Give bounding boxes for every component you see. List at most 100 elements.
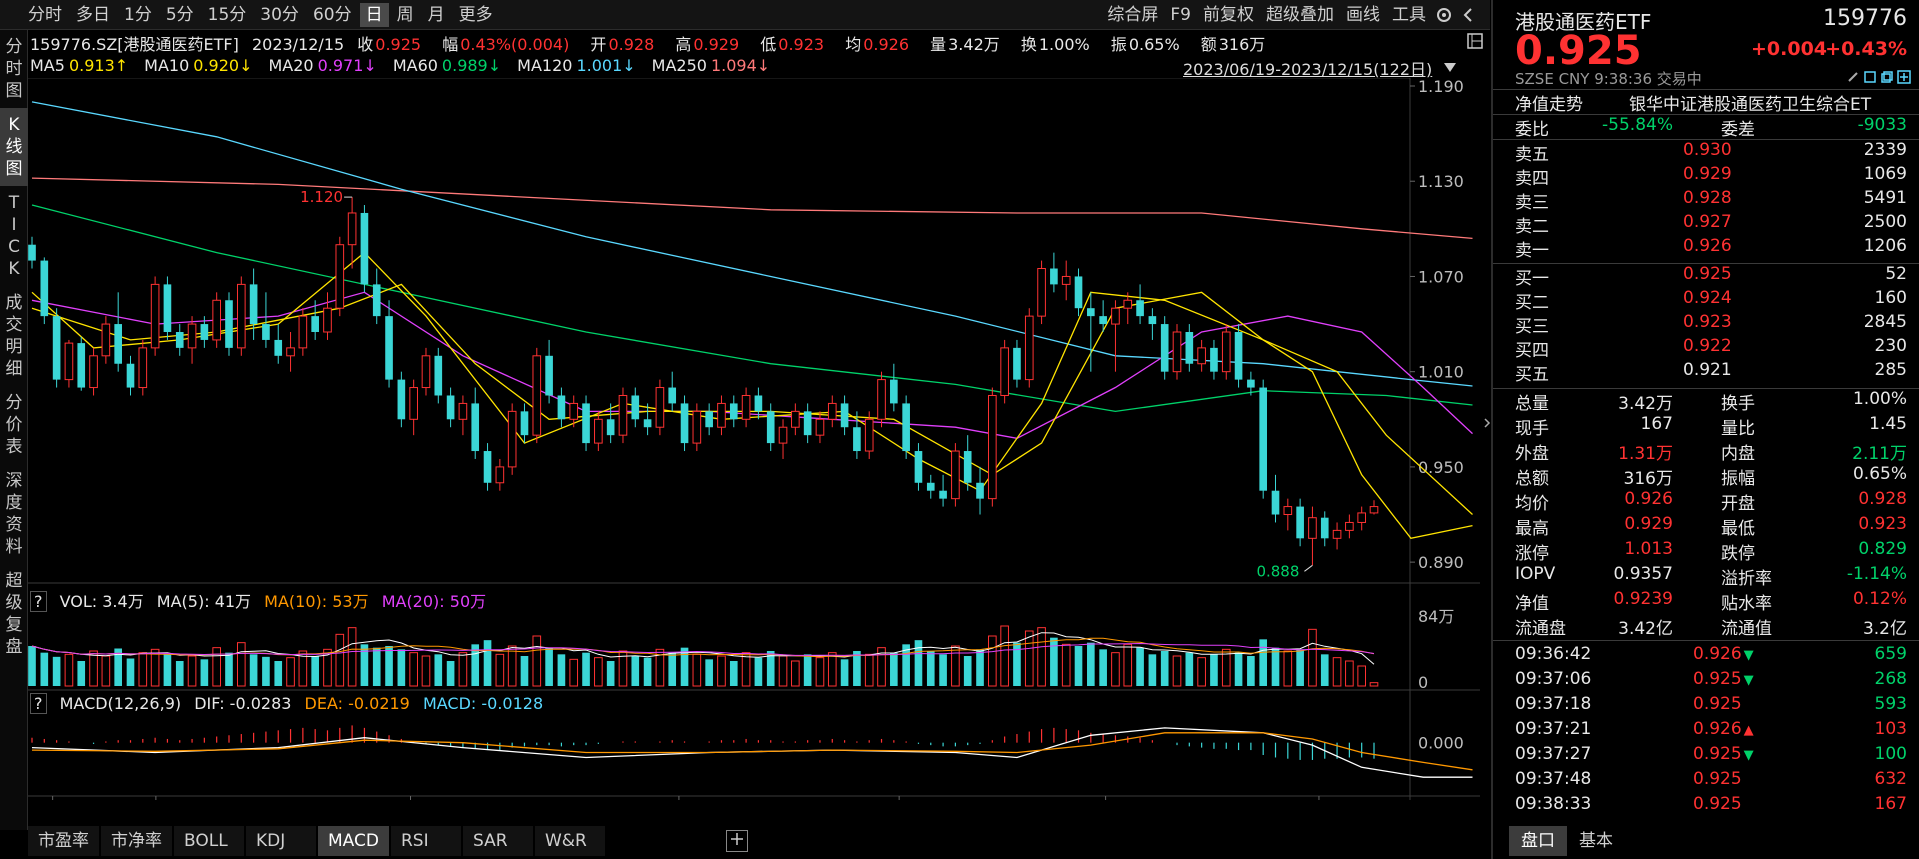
expand-icon[interactable] [1863, 70, 1877, 88]
candlestick[interactable] [1037, 260, 1046, 325]
left-tab[interactable]: 成交明细 [5, 293, 23, 379]
panel-tab[interactable]: 盘口 [1509, 826, 1567, 856]
left-tab[interactable]: 分时图 [5, 37, 23, 101]
candlestick[interactable] [1172, 324, 1182, 380]
candlestick[interactable] [1271, 474, 1280, 523]
tool-draw-line[interactable]: 画线 [1346, 5, 1380, 25]
candlestick[interactable] [1024, 308, 1034, 388]
candlestick[interactable] [803, 403, 812, 444]
candlestick[interactable] [1210, 339, 1218, 380]
candlestick[interactable] [668, 371, 677, 412]
candlestick[interactable] [877, 371, 886, 428]
candlestick[interactable] [1283, 498, 1293, 531]
plus-icon[interactable] [1897, 70, 1911, 88]
candlestick[interactable] [520, 403, 529, 444]
candlestick[interactable] [1369, 500, 1379, 515]
candlestick[interactable] [126, 355, 135, 396]
candlestick[interactable] [680, 395, 689, 452]
candlestick[interactable] [1320, 511, 1329, 547]
panel-layout-icon[interactable] [1466, 32, 1484, 54]
candlestick[interactable] [397, 371, 406, 428]
panel-tab[interactable]: 基本 [1579, 831, 1613, 851]
candlestick[interactable] [532, 347, 542, 444]
left-tab[interactable]: 超级复盘 [5, 571, 23, 657]
candlestick[interactable] [28, 236, 36, 269]
candlestick[interactable] [545, 339, 553, 404]
candlestick[interactable] [1160, 316, 1169, 380]
candlestick[interactable] [939, 474, 947, 507]
candlestick[interactable] [1111, 300, 1120, 372]
candlestick[interactable] [729, 395, 738, 428]
candlestick[interactable] [458, 395, 468, 436]
candlestick[interactable] [1099, 300, 1107, 332]
candlestick[interactable] [262, 292, 270, 348]
edit-icon[interactable] [1846, 70, 1860, 88]
help-icon[interactable]: ? [30, 591, 47, 612]
tool-tools[interactable]: 工具 [1392, 5, 1426, 25]
candlestick[interactable] [902, 395, 910, 459]
indicator-tab[interactable]: MACD [318, 826, 389, 856]
candlestick[interactable] [335, 236, 345, 317]
candlestick[interactable] [1308, 506, 1317, 566]
candlestick[interactable] [175, 324, 184, 356]
candlestick[interactable] [1123, 292, 1133, 325]
gear-icon[interactable] [1432, 3, 1456, 27]
candlestick[interactable] [77, 336, 86, 391]
date-range[interactable]: 2023/06/19-2023/12/15(122日) [1183, 60, 1433, 79]
candlestick[interactable] [40, 257, 49, 325]
candlestick[interactable] [643, 403, 652, 436]
period-tab[interactable]: 60分 [312, 5, 352, 25]
candlestick[interactable] [114, 292, 123, 372]
restore-icon[interactable] [1880, 70, 1894, 88]
candlestick[interactable] [311, 300, 319, 340]
candlestick[interactable] [286, 332, 295, 372]
period-tab[interactable]: 分时 [28, 5, 62, 25]
add-indicator-icon[interactable] [726, 830, 748, 852]
candlestick[interactable] [495, 458, 505, 491]
indicator-tab[interactable]: KDJ [246, 826, 316, 856]
candlestick[interactable] [471, 387, 480, 459]
candlestick[interactable] [1013, 339, 1021, 388]
candlestick[interactable] [347, 197, 357, 269]
candlestick[interactable] [1259, 379, 1268, 499]
candlestick[interactable] [1000, 339, 1009, 404]
candlestick[interactable] [236, 276, 246, 356]
indicator-tab[interactable]: RSI [390, 826, 461, 856]
candlestick[interactable] [1345, 514, 1354, 539]
kline-chart[interactable]: 1.190 1.130 1.070 1.010 0.950 0.890 1.120 0.888… [28, 78, 1480, 800]
candlestick[interactable] [914, 443, 923, 491]
candlestick[interactable] [1221, 324, 1231, 380]
candlestick[interactable] [618, 387, 628, 444]
candlestick[interactable] [988, 387, 997, 507]
tool-f9[interactable]: F9 [1170, 5, 1191, 25]
period-tab[interactable]: 5分 [165, 5, 194, 25]
candlestick[interactable] [200, 316, 209, 348]
candlestick[interactable] [582, 395, 590, 452]
candlestick[interactable] [1296, 498, 1304, 547]
candlestick[interactable] [163, 276, 172, 340]
period-tab[interactable]: 更多 [458, 5, 493, 25]
candlestick[interactable] [1087, 292, 1095, 372]
candlestick[interactable] [187, 316, 197, 364]
candlestick[interactable] [778, 419, 788, 459]
candlestick[interactable] [963, 435, 972, 491]
candlestick[interactable] [372, 268, 381, 325]
candlestick[interactable] [138, 339, 148, 396]
candlestick[interactable] [446, 387, 455, 428]
candlestick[interactable] [864, 411, 874, 459]
candlestick[interactable] [1148, 308, 1157, 340]
candlestick[interactable] [360, 205, 369, 293]
candlestick[interactable] [421, 347, 431, 396]
period-tab[interactable]: 1分 [124, 5, 152, 25]
period-tab[interactable]: 15分 [207, 5, 247, 25]
chevron-left-icon[interactable] [1456, 3, 1480, 27]
candlestick[interactable] [298, 308, 308, 356]
candlestick[interactable] [225, 292, 233, 356]
candlestick[interactable] [434, 347, 443, 404]
indicator-tab[interactable]: BOLL [174, 826, 244, 856]
candlestick[interactable] [655, 379, 665, 436]
candlestick[interactable] [1136, 284, 1144, 325]
candlestick[interactable] [249, 268, 258, 340]
